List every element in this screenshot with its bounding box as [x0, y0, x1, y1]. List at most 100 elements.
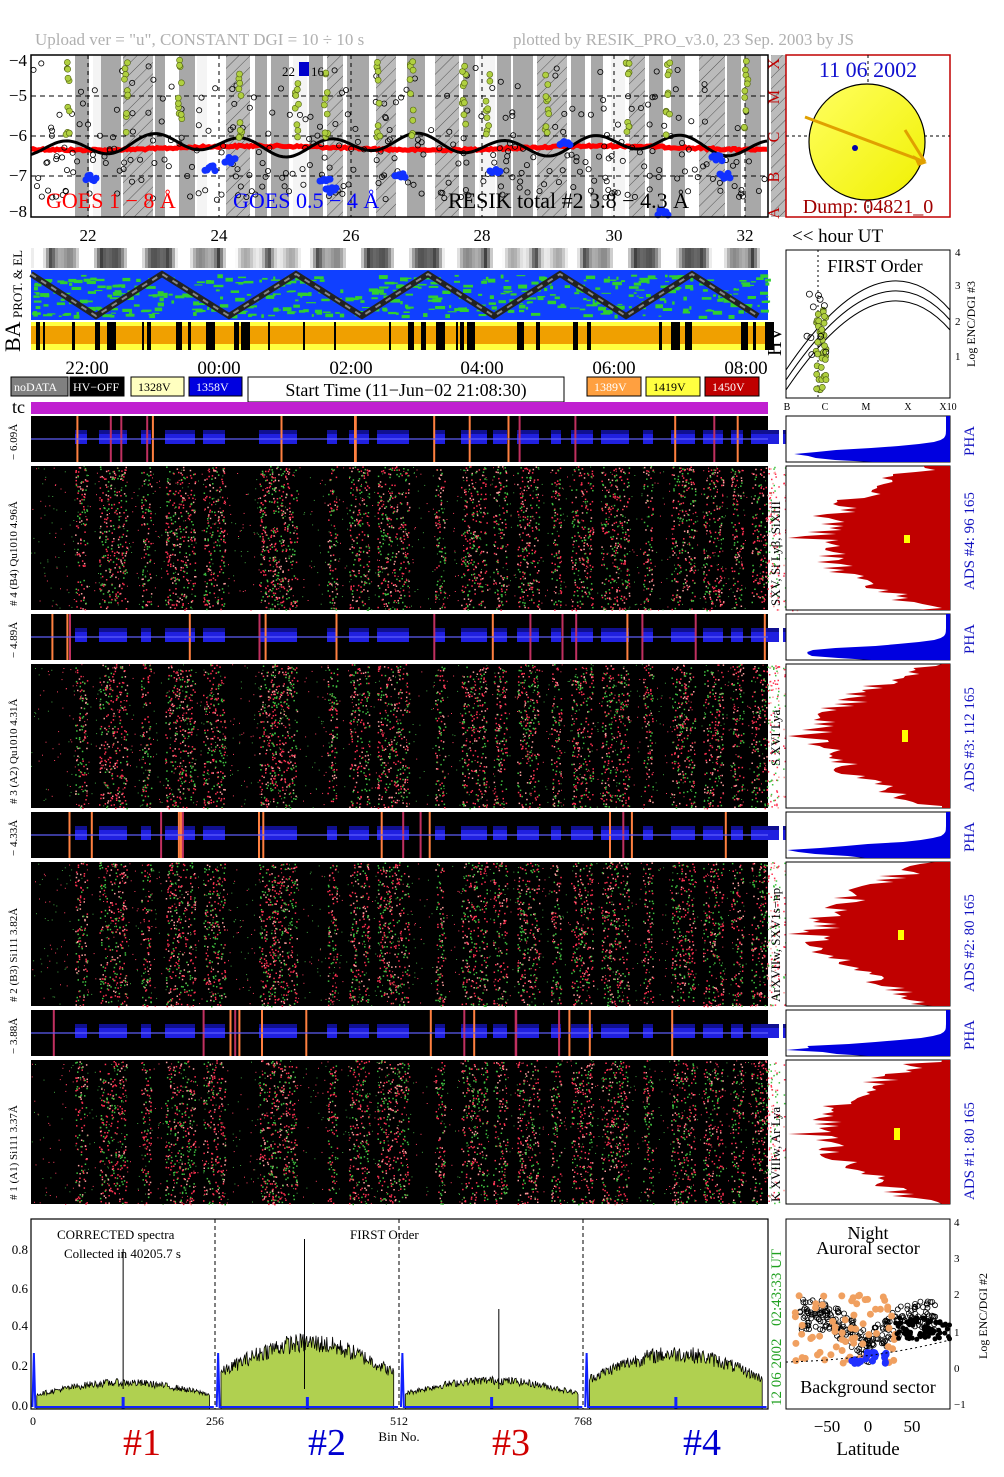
spec-pixel — [285, 496, 287, 499]
spec-pixel — [78, 517, 81, 519]
ba-green-cell — [392, 289, 397, 292]
resik-high-point — [66, 129, 73, 137]
resik-point — [674, 175, 681, 182]
resik-point — [391, 155, 398, 162]
hv-off-segment — [334, 322, 336, 350]
spec-pixel — [111, 575, 113, 577]
spec-pixel — [480, 552, 482, 554]
resik-point — [145, 109, 152, 116]
spec-pixel — [626, 505, 628, 508]
spec-pixel — [481, 586, 484, 588]
ba-green-cell — [265, 295, 275, 299]
spec-pixel — [269, 589, 271, 591]
spec-pixel — [574, 584, 577, 586]
spec-pixel — [401, 578, 403, 580]
prot-el-cell — [280, 248, 283, 268]
spec-pixel — [364, 487, 366, 489]
spec-pixel — [717, 596, 719, 598]
prot-el-cell — [301, 248, 304, 268]
spec-pixel — [101, 499, 103, 501]
spec-pixel — [272, 528, 275, 530]
ba-green-cell — [140, 310, 150, 313]
spec-pixel — [262, 510, 265, 512]
spec-pixel — [502, 507, 504, 509]
spec-pixel — [623, 489, 625, 491]
spec-pixel — [522, 532, 524, 534]
spec-pixel — [332, 491, 335, 493]
spec-pixel — [646, 554, 649, 556]
spec-pixel — [82, 523, 85, 525]
ba-green-cell — [609, 279, 617, 281]
spec-pixel — [651, 497, 653, 499]
resik-point — [503, 158, 510, 165]
spec-pixel — [264, 531, 267, 534]
spec-pixel — [360, 586, 362, 588]
spec-pixel — [293, 532, 295, 534]
prot-el-cell — [76, 248, 79, 268]
spec-pixel — [122, 552, 125, 554]
prot-el-cell — [298, 248, 301, 268]
resik-point — [546, 167, 553, 174]
spec-pixel — [383, 603, 385, 605]
spec-pixel — [391, 540, 393, 543]
prot-el-cell — [490, 248, 493, 268]
spec-pixel — [151, 485, 153, 488]
spec-pixel — [101, 512, 103, 514]
spec-pixel — [461, 604, 463, 607]
spec-pixel — [193, 529, 195, 531]
resik-point — [509, 109, 516, 116]
spec-pixel — [690, 536, 693, 539]
ba-green-cell — [152, 312, 160, 314]
prot-el-cell — [124, 248, 127, 268]
spec-pixel — [142, 515, 144, 517]
spec-pixel — [380, 545, 383, 548]
prot-el-cell — [511, 248, 514, 268]
ba-green-cell — [73, 314, 80, 319]
spec-pixel — [590, 568, 592, 571]
resik-point — [472, 65, 479, 72]
spec-pixel — [618, 497, 620, 499]
v1419-badge — [645, 376, 701, 397]
spec-pixel — [100, 515, 102, 518]
spec-pixel — [624, 555, 626, 558]
spec-pixel — [587, 474, 590, 476]
spec-pixel — [388, 543, 390, 546]
spec-pixel — [501, 532, 503, 534]
spec-pixel — [266, 487, 268, 489]
ba-green-cell — [518, 304, 526, 309]
spec-pixel — [402, 547, 405, 550]
spec-pixel — [501, 585, 503, 587]
spec-pixel — [204, 547, 206, 550]
spec-pixel — [476, 505, 478, 507]
spec-pixel — [524, 577, 526, 580]
ba-green-cell — [672, 301, 675, 305]
spec-pixel — [722, 495, 724, 497]
spec-pixel — [218, 544, 221, 547]
spec-pixel — [330, 540, 332, 543]
spec-pixel — [261, 563, 263, 565]
ba-green-cell — [738, 310, 744, 314]
spec-pixel — [287, 590, 289, 593]
spec-pixel — [500, 487, 502, 490]
spec-pixel — [506, 576, 509, 578]
spec-pixel — [464, 515, 467, 517]
spec-pixel — [388, 473, 390, 475]
spec-pixel — [586, 543, 588, 545]
spec-pixel — [604, 506, 607, 508]
spec-pixel — [571, 489, 573, 491]
goes-05-4-point — [566, 141, 574, 149]
spec-pixel — [335, 537, 337, 539]
spec-pixel — [270, 466, 272, 468]
spec-pixel — [333, 607, 336, 610]
spec-pixel — [265, 526, 267, 528]
spec-pixel — [269, 564, 272, 566]
prot-el-cell — [709, 248, 712, 268]
spec-pixel — [692, 500, 694, 502]
spec-pixel — [83, 596, 85, 599]
spec-pixel — [618, 543, 621, 546]
spec-pixel — [398, 492, 400, 494]
spec-pixel — [575, 562, 577, 564]
prot-el-cell — [454, 248, 457, 268]
resik-point — [597, 69, 604, 76]
spec-pixel — [204, 499, 206, 502]
